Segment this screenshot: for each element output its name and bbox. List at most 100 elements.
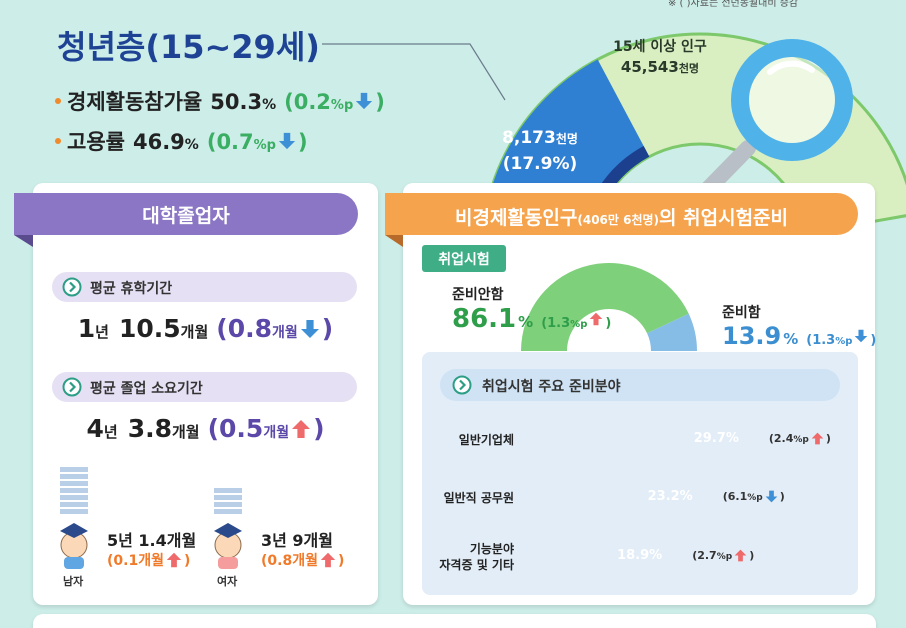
header-text: 대학졸업자 — [142, 204, 230, 227]
field-label-line: 자격증 및 기타 — [422, 557, 514, 573]
trend-arrow — [811, 432, 824, 445]
sex-change: (0.8개월) — [261, 550, 344, 570]
change-value: 1.3 — [812, 333, 836, 348]
prep-value: 13.9% (1.3 %p) — [722, 322, 876, 350]
prep-value-text: 13.9 — [722, 322, 782, 350]
duration: 4 년 3.8 개월(0.5 개월) — [33, 414, 378, 443]
field-value-text: 23.2% — [647, 489, 693, 504]
field-label-text: 자격증 및 기타 — [439, 558, 514, 572]
sex-label-text: 여자 — [217, 575, 238, 588]
trend-arrow — [734, 549, 747, 562]
trend-arrow — [166, 552, 182, 568]
paren: ( — [768, 432, 774, 445]
change-value: 0.5 — [219, 414, 264, 443]
population-value-text: 45,543 — [620, 58, 679, 76]
paren: ( — [806, 333, 813, 348]
arrow-up — [590, 312, 603, 326]
prep-name-text: 준비안함 — [452, 287, 504, 303]
sex-label: 여자 — [217, 573, 237, 589]
note-text: ※ ( )자료는 전년동월대비 증감 — [668, 0, 799, 9]
arrow-down — [300, 319, 319, 338]
duration-number: 4 — [86, 414, 104, 443]
youth-pop-value: 8,173 천명 — [490, 128, 590, 148]
pill: 평균 휴학기간 — [52, 272, 357, 302]
fields-pill: 취업시험 주요 준비분야 — [440, 369, 840, 401]
duration-number: 3.8 — [127, 414, 172, 443]
sex-duration: 5년 1.4개월 — [107, 527, 196, 551]
paren: ( — [502, 154, 511, 174]
change-value: 6.1 — [727, 490, 748, 503]
arrow-down — [278, 132, 296, 150]
sex-change-text: 0.1개월 — [113, 553, 164, 569]
arrow-up — [292, 419, 311, 438]
pill-label: 평균 휴학기간 — [90, 278, 172, 298]
trend-arrow — [320, 552, 336, 568]
youth-pop-share: (17.9%) — [490, 154, 590, 174]
inactive-header: 비경제활동인구 (406만 6천명) 의 취업시험준비 — [385, 193, 858, 235]
pill-text: 평균 휴학기간 — [90, 281, 173, 297]
field-label: 일반기업체 — [422, 432, 514, 448]
stat-value: 50.3 — [210, 90, 263, 114]
trend-arrow — [300, 319, 319, 338]
prep-value: 86.1% (1.3 %p) — [452, 304, 611, 334]
youth-pop-text: 8,173 — [502, 128, 556, 148]
change-unit: %p — [570, 319, 588, 330]
field-label: 기능분야 자격증 및 기타 — [422, 541, 514, 573]
arrow-up — [811, 432, 824, 445]
graduates-header: 대학졸업자 — [14, 193, 358, 235]
field-value-text: 18.9% — [617, 548, 663, 563]
trend-arrow — [292, 419, 311, 438]
magnifier-shine — [767, 60, 815, 75]
sex-change-text: 0.8개월 — [267, 553, 318, 569]
change-unit: %p — [747, 493, 763, 503]
tag-text: 취업시험 — [438, 251, 490, 268]
arrow-down — [855, 329, 868, 343]
duration-unit: 년 — [103, 423, 118, 441]
stat-label: 경제활동참가율 — [67, 90, 203, 114]
paren: ( — [261, 553, 268, 569]
field-change: (2.4 %p) — [761, 432, 831, 445]
change-unit: 개월 — [272, 325, 298, 341]
paren: ) — [825, 432, 831, 445]
paren: ) — [297, 130, 308, 154]
change-value: 2.7 — [697, 549, 717, 562]
duration: 1 년 10.5 개월(0.8 개월) — [33, 314, 378, 343]
bullet — [55, 138, 61, 144]
field-change: (2.7 %p) — [684, 549, 754, 562]
youth-share: 17.9% — [510, 154, 570, 174]
field-value: 23.2% — [548, 489, 693, 504]
change-value: 0.2 — [293, 90, 331, 114]
trend-arrow — [855, 329, 868, 343]
change-value: 0.8 — [227, 314, 273, 343]
change-unit: 개월 — [263, 425, 290, 441]
change-value: 1.3 — [547, 316, 571, 331]
duration-unit: 년 — [95, 323, 109, 341]
sex-duration: 3년 9개월 — [261, 527, 333, 551]
header-note: (406만 6천명) — [577, 213, 660, 227]
population-value: 45,543 천명 — [590, 58, 730, 76]
icon-chevron — [69, 381, 77, 393]
pill-icon — [452, 375, 472, 395]
change-unit: %p — [253, 138, 276, 153]
sex-change: (0.1개월) — [107, 550, 190, 570]
change-unit: %p — [330, 98, 354, 113]
paren: ( — [207, 414, 220, 443]
fields-title: 취업시험 주요 준비분야 — [482, 376, 621, 396]
icon-chevron — [69, 281, 77, 293]
duration-unit: 개월 — [180, 323, 209, 341]
paren: ) — [749, 549, 755, 562]
arrow-up — [320, 552, 336, 568]
change-value: 2.4 — [773, 432, 794, 445]
paren: ( — [541, 316, 548, 331]
paren: ) — [569, 154, 578, 174]
icon-ring — [62, 277, 82, 297]
pill-icon — [62, 377, 82, 397]
title-connector — [322, 43, 506, 101]
youth-pop-unit: 천명 — [555, 132, 578, 146]
paren: ) — [337, 553, 345, 569]
population-unit: 천명 — [678, 62, 700, 75]
tag: 취업시험 — [422, 245, 506, 272]
paren: ) — [313, 414, 325, 443]
sex-label: 남자 — [63, 573, 83, 589]
